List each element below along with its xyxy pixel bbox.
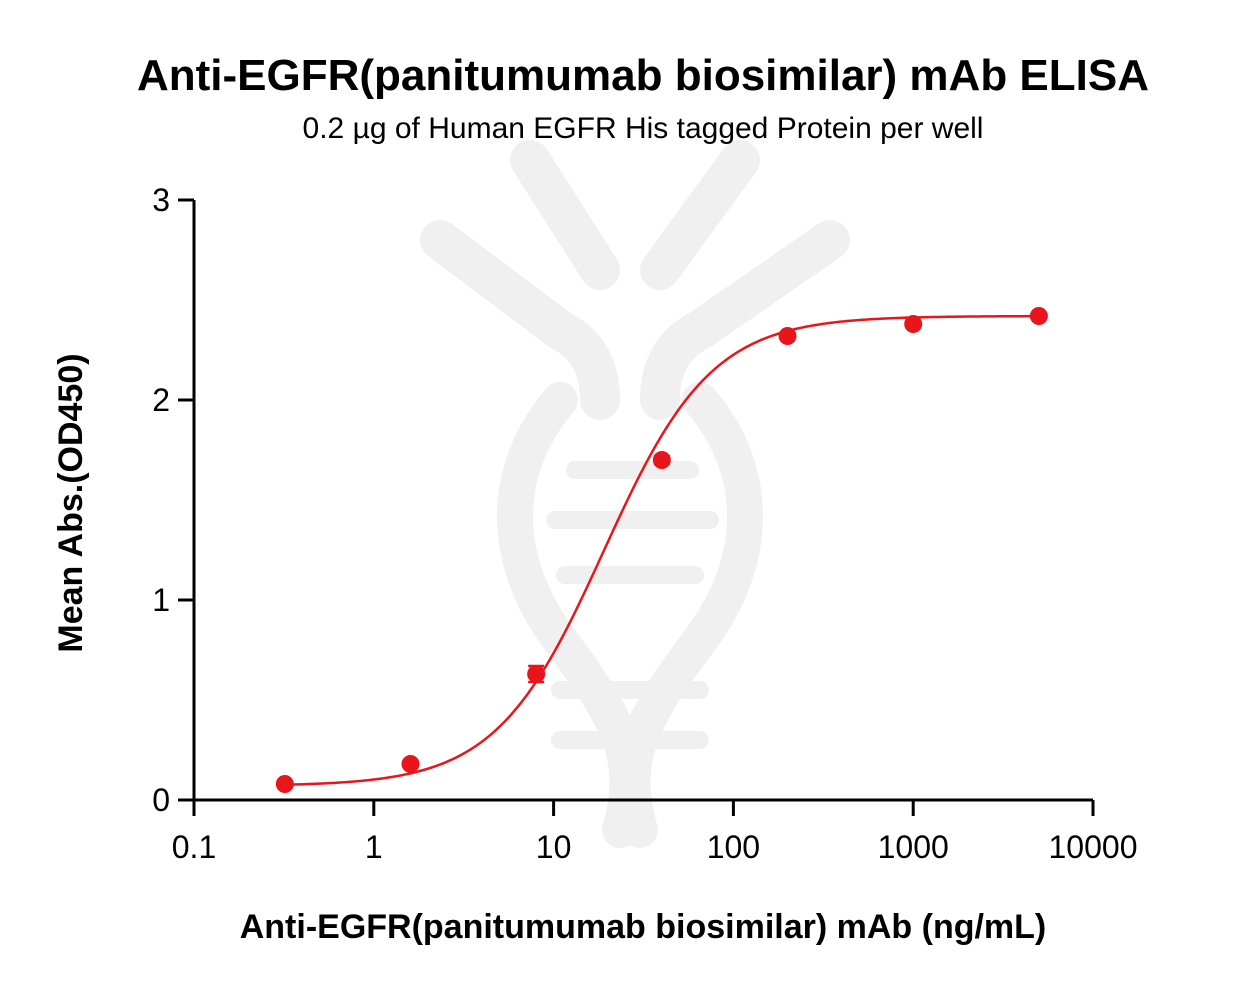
data-point: [778, 327, 797, 345]
y-axis-title: Mean Abs.(OD450): [52, 353, 90, 652]
y-axis: 0 1 2 3: [152, 182, 196, 818]
chart-title: Anti-EGFR(panitumumab biosimilar) mAb EL…: [137, 51, 1149, 100]
x-axis-title: Anti-EGFR(panitumumab biosimilar) mAb (n…: [240, 908, 1047, 946]
data-point: [527, 665, 546, 683]
x-tick-label: 0.1: [172, 829, 216, 865]
x-tick-label: 1000: [878, 829, 949, 865]
data-point: [1029, 307, 1048, 325]
watermark-logo: [420, 140, 850, 848]
x-tick-label: 100: [707, 829, 760, 865]
x-tick-label: 10: [536, 829, 572, 865]
chart-subtitle: 0.2 µg of Human EGFR His tagged Protein …: [303, 112, 984, 145]
data-point: [904, 315, 923, 333]
data-point: [401, 755, 420, 773]
x-axis: 0.1 1 10 100 1000 10000: [172, 798, 1138, 865]
data-point: [652, 451, 671, 469]
y-tick-label: 3: [152, 182, 170, 218]
y-tick-label: 1: [152, 582, 170, 618]
y-tick-label: 2: [152, 382, 170, 418]
data-points-layer: [275, 307, 1048, 793]
data-point: [275, 775, 294, 793]
y-tick-label: 0: [152, 782, 170, 818]
x-tick-label: 1: [365, 829, 383, 865]
x-tick-label: 10000: [1049, 829, 1138, 865]
